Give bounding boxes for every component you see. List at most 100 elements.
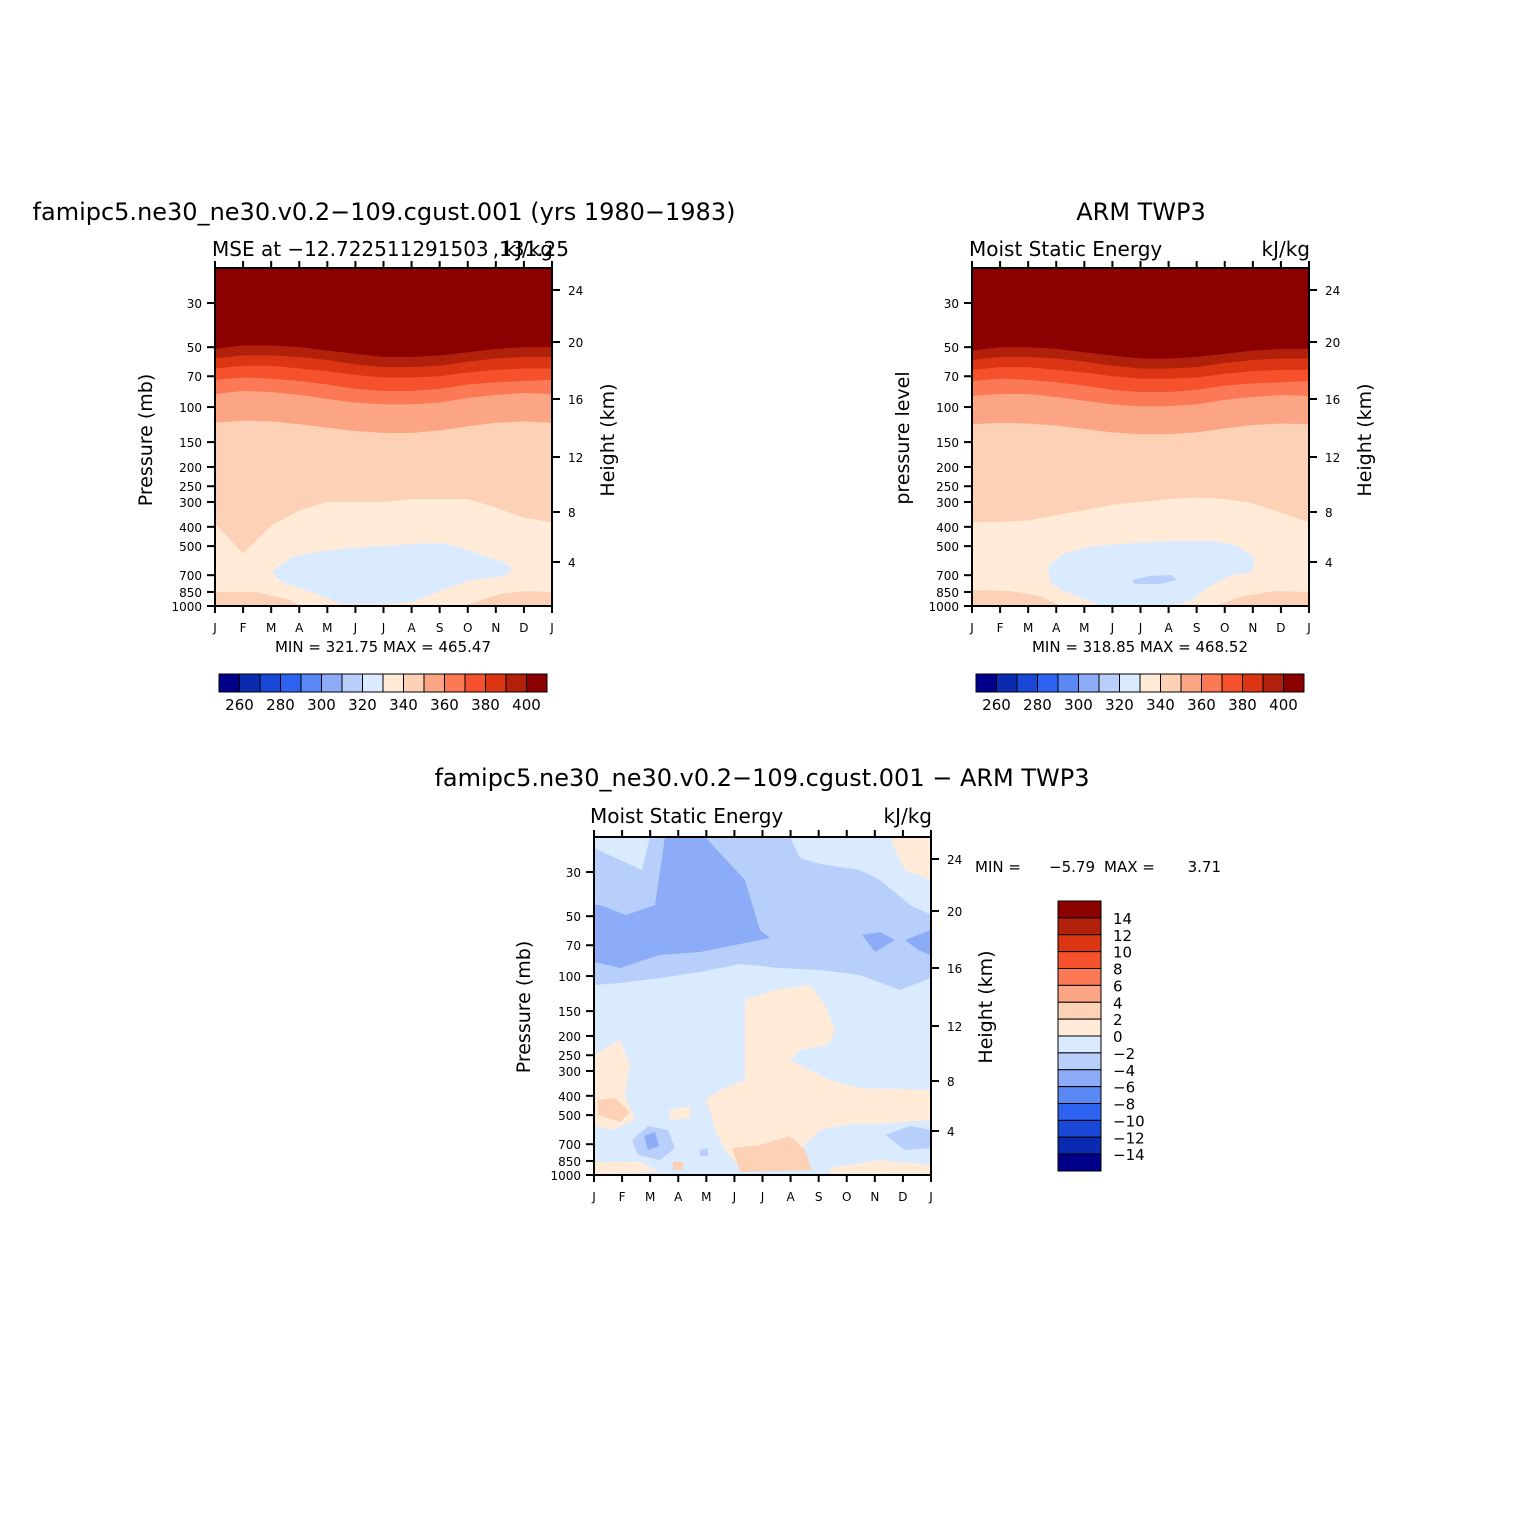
x-tick-label: N <box>870 1190 879 1204</box>
y-tick-label: 250 <box>558 1049 581 1063</box>
y-tick-label: 100 <box>558 970 581 984</box>
y-tick-label: 30 <box>944 297 959 311</box>
panel-obs-ylabel-right: Height (km) <box>1354 383 1376 496</box>
y-right-tick-label: 16 <box>568 393 583 407</box>
y-tick-label: 250 <box>936 480 959 494</box>
colorbar-box <box>505 673 527 693</box>
x-tick-label: J <box>1138 621 1143 635</box>
panel-obs-title: ARM TWP3 <box>1076 198 1206 226</box>
panel-model-field <box>215 268 552 606</box>
x-tick-label: J <box>549 621 554 635</box>
field-band-pos2-corner <box>890 837 931 880</box>
x-tick-label: M <box>322 621 332 635</box>
x-tick-label: M <box>1023 621 1033 635</box>
colorbar-label: 280 <box>1023 696 1052 714</box>
panel-diff-subtitle-right: kJ/kg <box>884 804 933 828</box>
field-band-320 <box>1132 575 1176 584</box>
colorbar-box <box>1057 968 1102 986</box>
panel-diff-min-value: −5.79 <box>1049 858 1095 876</box>
colorbar-box <box>1057 984 1102 1003</box>
colorbar-box <box>996 673 1018 693</box>
y-tick-label: 70 <box>187 370 202 384</box>
colorbar-box <box>1119 673 1141 693</box>
x-tick-label: S <box>436 621 444 635</box>
colorbar-label: 340 <box>1146 696 1175 714</box>
field-band-pos2-bottom <box>732 1136 812 1172</box>
y-tick-label: 850 <box>179 586 202 600</box>
field-band-pos0-small <box>670 1106 690 1120</box>
y-tick-label: 400 <box>179 521 202 535</box>
colorbar-box <box>1057 673 1079 693</box>
colorbar-box <box>321 673 343 693</box>
panel-diff: famipc5.ne30_ne30.v0.2−109.cgust.001 − A… <box>434 764 1221 1204</box>
field-band-neg2-blob-right <box>885 1126 931 1150</box>
y-right-tick-label: 8 <box>1325 506 1333 520</box>
panel-diff-max-text: MAX = <box>1104 858 1155 876</box>
y-tick-label: 150 <box>558 1005 581 1019</box>
colorbar-box <box>1057 1153 1102 1172</box>
panel-model-subtitle-right: kJ/kg <box>505 237 554 261</box>
panel-obs-ylabel: pressure level <box>892 371 914 504</box>
colorbar-label: −14 <box>1113 1146 1145 1164</box>
colorbar-box <box>1057 1103 1102 1121</box>
colorbar-label: −8 <box>1113 1096 1135 1114</box>
x-tick-label: J <box>732 1190 737 1204</box>
colorbar-box <box>1201 673 1223 693</box>
x-tick-label: S <box>815 1190 823 1204</box>
colorbar-box <box>1180 673 1202 693</box>
colorbar-label: 320 <box>1105 696 1134 714</box>
panel-model: famipc5.ne30_ne30.v0.2−109.cgust.001 (yr… <box>33 198 736 714</box>
colorbar-label: 340 <box>389 696 418 714</box>
colorbar-box <box>464 673 486 693</box>
x-tick-label: J <box>212 621 217 635</box>
y-tick-label: 200 <box>936 461 959 475</box>
colorbar-label: −10 <box>1113 1112 1145 1130</box>
y-tick-label: 1000 <box>550 1169 581 1183</box>
colorbar-box <box>1057 900 1102 919</box>
y-tick-label: 70 <box>566 939 581 953</box>
colorbar-label: 6 <box>1113 977 1123 995</box>
y-tick-label: 700 <box>179 569 202 583</box>
colorbar-label: 400 <box>512 696 541 714</box>
colorbar-box <box>1160 673 1182 693</box>
y-tick-label: 300 <box>558 1065 581 1079</box>
field-band-neg4-right-a <box>862 932 895 952</box>
y-right-tick-label: 4 <box>947 1125 955 1139</box>
field-band-330 <box>272 543 512 604</box>
colorbar-box <box>1057 1119 1102 1138</box>
y-tick-label: 500 <box>558 1109 581 1123</box>
y-right-tick-label: 16 <box>1325 393 1340 407</box>
panel-model-ylabel: Pressure (mb) <box>135 374 157 507</box>
panel-diff-ticks: J F M A M J J A S O N D J 30 50 70 100 150 200 250 300 400 500… <box>550 830 962 1204</box>
colorbar-box <box>1283 673 1305 693</box>
colorbar-label: −2 <box>1113 1045 1135 1063</box>
y-tick-label: 500 <box>936 540 959 554</box>
y-right-tick-label: 24 <box>568 284 583 298</box>
y-tick-label: 250 <box>179 480 202 494</box>
y-tick-label: 200 <box>558 1030 581 1044</box>
field-band-350-sfc-right <box>460 591 552 606</box>
colorbar-box <box>485 673 507 693</box>
y-tick-label: 700 <box>558 1138 581 1152</box>
x-tick-label: A <box>786 1190 795 1204</box>
x-tick-label: O <box>463 621 472 635</box>
y-right-tick-label: 8 <box>568 506 576 520</box>
y-tick-label: 400 <box>558 1090 581 1104</box>
y-right-tick-label: 20 <box>1325 336 1340 350</box>
colorbar-label: 8 <box>1113 961 1123 979</box>
y-right-tick-label: 24 <box>947 853 962 867</box>
y-tick-label: 30 <box>187 297 202 311</box>
panel-obs-subtitle-right: kJ/kg <box>1262 237 1311 261</box>
y-right-tick-label: 12 <box>568 451 583 465</box>
y-tick-label: 30 <box>566 866 581 880</box>
y-tick-label: 50 <box>944 341 959 355</box>
panel-obs-subtitle-left: Moist Static Energy <box>969 237 1162 261</box>
y-tick-label: 300 <box>179 496 202 510</box>
field-band-330 <box>1048 541 1255 606</box>
y-tick-label: 100 <box>179 401 202 415</box>
x-tick-label: J <box>969 621 974 635</box>
x-tick-label: M <box>266 621 276 635</box>
field-band-pos2-dot <box>673 1162 683 1170</box>
